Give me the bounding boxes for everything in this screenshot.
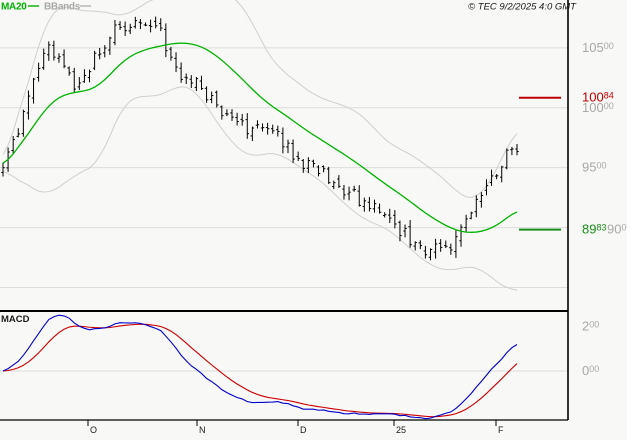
svg-text:25: 25 xyxy=(396,425,406,435)
svg-text:O: O xyxy=(90,425,97,435)
svg-text:MACD: MACD xyxy=(1,314,30,325)
svg-text:N: N xyxy=(199,425,206,435)
svg-text:© TEC 9/2/2025 4:0 GMT: © TEC 9/2/2025 4:0 GMT xyxy=(468,2,577,13)
svg-text:MA20: MA20 xyxy=(1,2,27,13)
svg-text:F: F xyxy=(498,425,504,435)
svg-text:BBands: BBands xyxy=(44,2,81,13)
svg-text:D: D xyxy=(300,425,307,435)
